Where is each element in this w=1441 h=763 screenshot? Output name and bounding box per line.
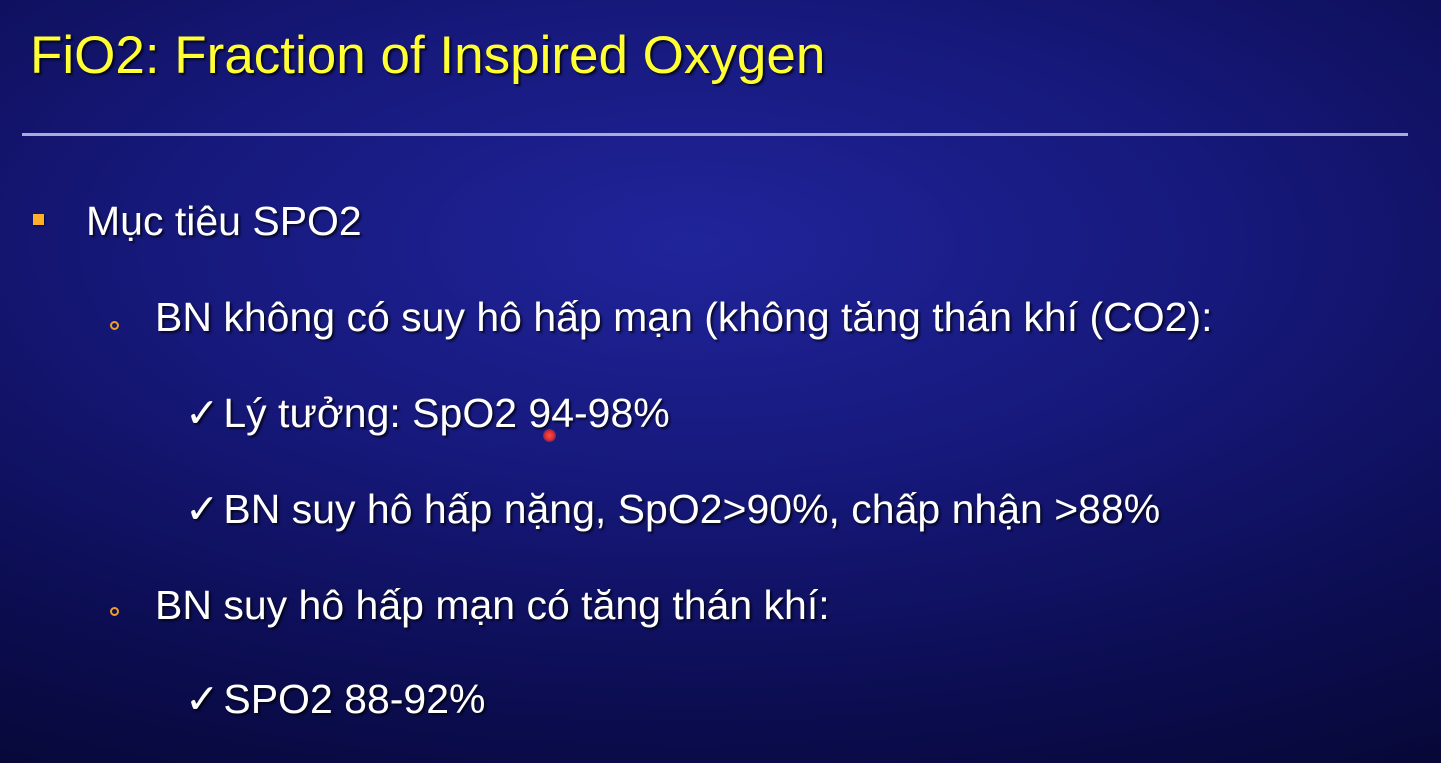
subitem-no-chronic-failure: BN không có suy hô hấp mạn (không tăng t…	[155, 294, 1213, 340]
checkmark-icon: ✓	[185, 390, 220, 436]
title-divider	[22, 133, 1408, 136]
circle-bullet-icon	[110, 607, 119, 616]
circle-bullet-icon	[110, 321, 119, 330]
check-item-severe-text: BN suy hô hấp nặng, SpO2>90%, chấp nhận …	[223, 486, 1161, 532]
subitem-chronic-hypercapnia: BN suy hô hấp mạn có tăng thán khí:	[155, 582, 830, 628]
square-bullet-icon	[33, 214, 44, 225]
check-item-ideal: ✓Lý tưởng: SpO2 94-98%	[185, 388, 670, 438]
check-item-ideal-text: Lý tưởng: SpO2 94-98%	[223, 390, 670, 436]
bullet-item-target-spo2: Mục tiêu SPO2	[86, 198, 362, 244]
laser-pointer-icon	[543, 429, 556, 442]
checkmark-icon: ✓	[185, 486, 220, 532]
check-item-severe: ✓BN suy hô hấp nặng, SpO2>90%, chấp nhận…	[185, 484, 1160, 534]
check-item-hypercapnia-target: ✓SPO2 88-92%	[185, 674, 485, 724]
checkmark-icon: ✓	[185, 676, 220, 722]
check-item-hypercapnia-text: SPO2 88-92%	[223, 676, 486, 722]
slide-title: FiO2: Fraction of Inspired Oxygen	[30, 26, 826, 85]
